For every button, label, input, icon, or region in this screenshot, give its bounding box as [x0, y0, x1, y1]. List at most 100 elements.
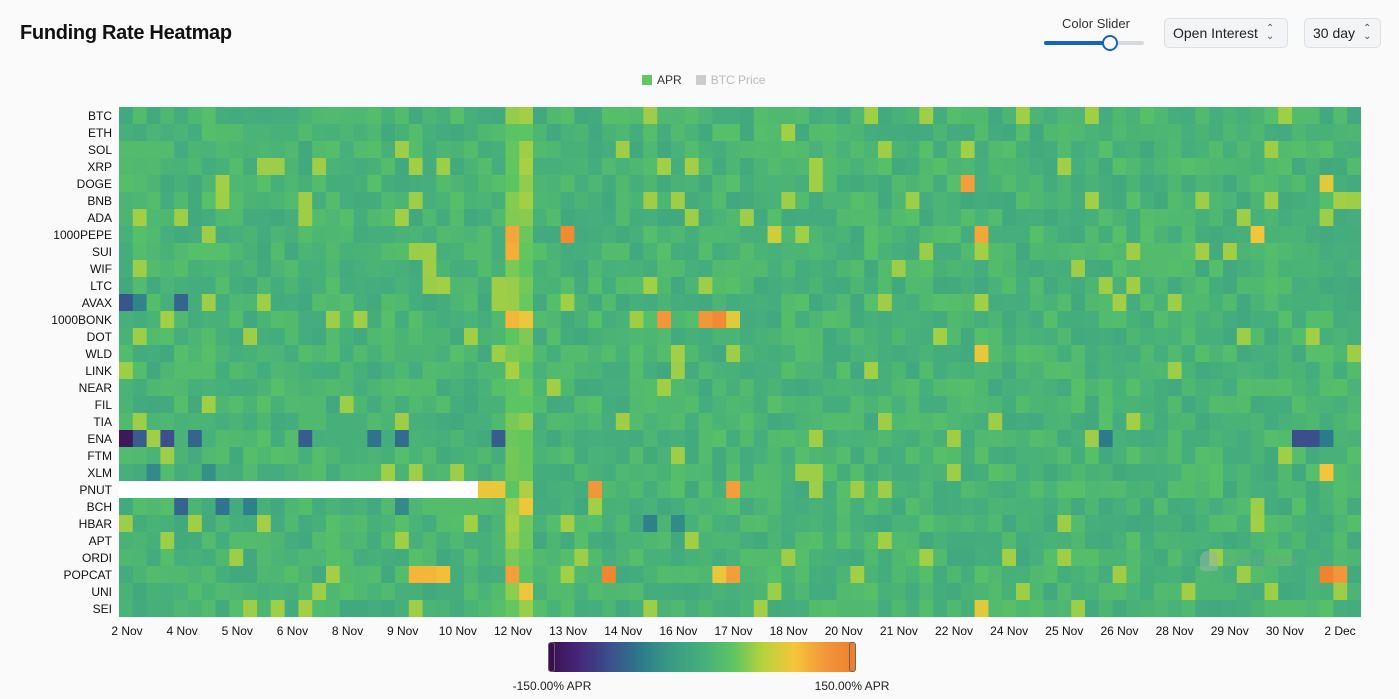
heatmap-cell[interactable] [905, 328, 920, 346]
heatmap-cell[interactable] [560, 481, 575, 499]
heatmap-cell[interactable] [119, 379, 134, 397]
heatmap-cell[interactable] [1154, 515, 1169, 533]
heatmap-cell[interactable] [450, 277, 465, 295]
heatmap-cell[interactable] [560, 192, 575, 210]
heatmap-cell[interactable] [781, 379, 796, 397]
heatmap-cell[interactable] [1181, 515, 1196, 533]
heatmap-cell[interactable] [284, 413, 299, 431]
heatmap-cell[interactable] [326, 311, 341, 329]
heatmap-cell[interactable] [505, 277, 520, 295]
heatmap-cell[interactable] [367, 226, 382, 244]
heatmap-cell[interactable] [878, 362, 893, 380]
heatmap-cell[interactable] [215, 583, 230, 601]
heatmap-cell[interactable] [188, 566, 203, 584]
heatmap-cell[interactable] [684, 328, 699, 346]
heatmap-cell[interactable] [146, 311, 161, 329]
heatmap-cell[interactable] [1112, 277, 1127, 295]
heatmap-cell[interactable] [850, 345, 865, 363]
heatmap-cell[interactable] [960, 515, 975, 533]
heatmap-cell[interactable] [740, 311, 755, 329]
heatmap-cell[interactable] [933, 549, 948, 567]
heatmap-cell[interactable] [602, 243, 617, 261]
heatmap-cell[interactable] [146, 566, 161, 584]
heatmap-cell[interactable] [1002, 362, 1017, 380]
heatmap-cell[interactable] [602, 158, 617, 176]
heatmap-cell[interactable] [1057, 107, 1072, 125]
heatmap-cell[interactable] [546, 141, 561, 159]
heatmap-cell[interactable] [533, 379, 548, 397]
heatmap-cell[interactable] [1319, 379, 1334, 397]
heatmap-cell[interactable] [615, 532, 630, 550]
heatmap-cell[interactable] [1209, 413, 1224, 431]
heatmap-cell[interactable] [146, 277, 161, 295]
heatmap-cell[interactable] [1126, 328, 1141, 346]
heatmap-cell[interactable] [1112, 481, 1127, 499]
heatmap-cell[interactable] [1333, 379, 1348, 397]
heatmap-cell[interactable] [671, 107, 686, 125]
heatmap-cell[interactable] [1016, 209, 1031, 227]
heatmap-cell[interactable] [878, 600, 893, 617]
heatmap-cell[interactable] [188, 549, 203, 567]
heatmap-cell[interactable] [1057, 447, 1072, 465]
heatmap-cell[interactable] [188, 362, 203, 380]
heatmap-cell[interactable] [464, 532, 479, 550]
heatmap-cell[interactable] [1016, 107, 1031, 125]
heatmap-cell[interactable] [1112, 345, 1127, 363]
heatmap-cell[interactable] [809, 549, 824, 567]
heatmap-cell[interactable] [822, 566, 837, 584]
heatmap-cell[interactable] [560, 311, 575, 329]
heatmap-cell[interactable] [464, 175, 479, 193]
heatmap-cell[interactable] [960, 311, 975, 329]
heatmap-cell[interactable] [395, 209, 410, 227]
heatmap-cell[interactable] [533, 226, 548, 244]
heatmap-cell[interactable] [809, 175, 824, 193]
heatmap-cell[interactable] [464, 396, 479, 414]
heatmap-cell[interactable] [740, 124, 755, 142]
heatmap-cell[interactable] [119, 226, 134, 244]
heatmap-cell[interactable] [712, 328, 727, 346]
heatmap-cell[interactable] [767, 107, 782, 125]
heatmap-cell[interactable] [657, 107, 672, 125]
heatmap-cell[interactable] [919, 175, 934, 193]
heatmap-cell[interactable] [588, 362, 603, 380]
heatmap-cell[interactable] [753, 498, 768, 516]
heatmap-cell[interactable] [602, 498, 617, 516]
heatmap-cell[interactable] [284, 328, 299, 346]
heatmap-cell[interactable] [188, 277, 203, 295]
heatmap-cell[interactable] [919, 413, 934, 431]
heatmap-cell[interactable] [201, 498, 216, 516]
heatmap-cell[interactable] [1209, 396, 1224, 414]
heatmap-cell[interactable] [891, 481, 906, 499]
heatmap-cell[interactable] [1195, 396, 1210, 414]
heatmap-cell[interactable] [215, 209, 230, 227]
heatmap-cell[interactable] [822, 430, 837, 448]
heatmap-cell[interactable] [1347, 107, 1361, 125]
heatmap-cell[interactable] [974, 260, 989, 278]
heatmap-cell[interactable] [809, 413, 824, 431]
heatmap-cell[interactable] [1278, 124, 1293, 142]
heatmap-cell[interactable] [119, 294, 134, 312]
heatmap-cell[interactable] [146, 498, 161, 516]
heatmap-cell[interactable] [1112, 243, 1127, 261]
heatmap-cell[interactable] [408, 311, 423, 329]
heatmap-cell[interactable] [1098, 566, 1113, 584]
heatmap-cell[interactable] [1347, 549, 1361, 567]
heatmap-cell[interactable] [1278, 260, 1293, 278]
heatmap-cell[interactable] [326, 243, 341, 261]
heatmap-cell[interactable] [174, 277, 189, 295]
heatmap-cell[interactable] [1333, 175, 1348, 193]
heatmap-cell[interactable] [864, 107, 879, 125]
heatmap-cell[interactable] [1292, 124, 1307, 142]
heatmap-cell[interactable] [1154, 362, 1169, 380]
heatmap-cell[interactable] [546, 549, 561, 567]
heatmap-cell[interactable] [450, 192, 465, 210]
heatmap-cell[interactable] [1167, 549, 1182, 567]
heatmap-cell[interactable] [1319, 447, 1334, 465]
heatmap-cell[interactable] [629, 277, 644, 295]
heatmap-cell[interactable] [477, 362, 492, 380]
heatmap-cell[interactable] [1002, 430, 1017, 448]
heatmap-cell[interactable] [1029, 209, 1044, 227]
heatmap-cell[interactable] [243, 430, 258, 448]
heatmap-cell[interactable] [1016, 362, 1031, 380]
heatmap-cell[interactable] [657, 430, 672, 448]
